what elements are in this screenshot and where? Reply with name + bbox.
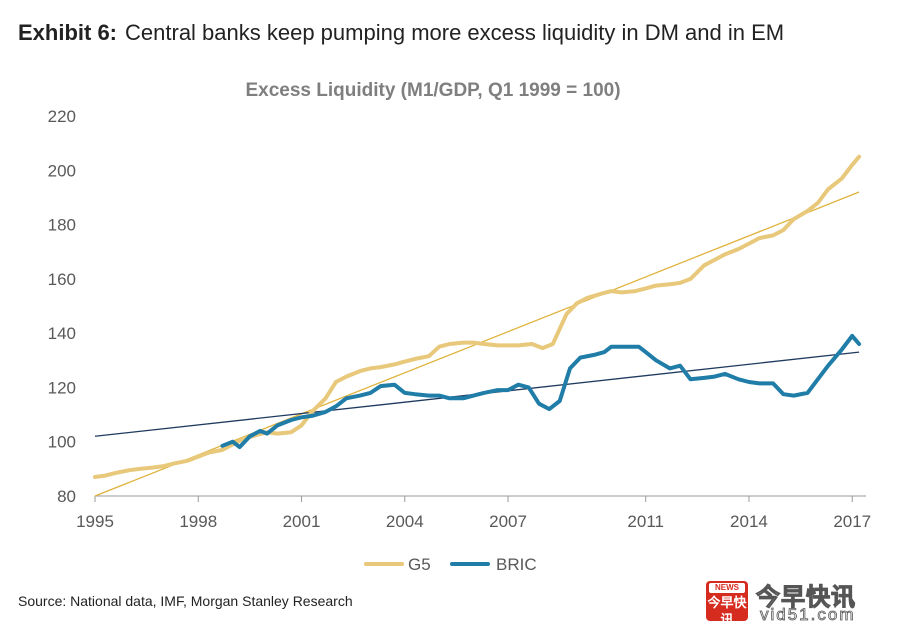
- legend-label-bric: BRIC: [496, 555, 537, 574]
- x-tick-label-2011: 2011: [627, 512, 664, 531]
- bric-series-line: [220, 333, 862, 450]
- y-tick-label-200: 200: [48, 161, 76, 180]
- y-tick-label-160: 160: [48, 270, 76, 289]
- exhibit-title: Central banks keep pumping more excess l…: [125, 20, 785, 45]
- x-tick-label-1995: 1995: [76, 512, 114, 531]
- source-note: Source: National data, IMF, Morgan Stanl…: [18, 593, 353, 609]
- x-tick-label-2007: 2007: [489, 512, 527, 531]
- y-tick-label-180: 180: [48, 216, 76, 235]
- series-lines: [93, 154, 862, 479]
- watermark-logo: NEWS 今早快讯 今早快讯 vid51.com: [706, 577, 896, 627]
- legend: G5 BRIC: [364, 555, 537, 574]
- exhibit-header: Exhibit 6: Central banks keep pumping mor…: [18, 20, 784, 46]
- watermark-badge-text: 今早快讯: [707, 595, 747, 627]
- x-tick-label-2004: 2004: [386, 512, 424, 531]
- y-tick-label-120: 120: [48, 378, 76, 397]
- y-tick-label-140: 140: [48, 324, 76, 343]
- x-tick-label-2001: 2001: [283, 512, 321, 531]
- y-tick-label-100: 100: [48, 433, 76, 452]
- x-axis: 1995 1998 2001 2004 2007 2011 2014 2017: [76, 495, 871, 531]
- watermark-site: vid51.com: [760, 605, 856, 625]
- exhibit-label: Exhibit 6:: [18, 20, 118, 45]
- x-tick-label-2017: 2017: [833, 512, 871, 531]
- x-tick-label-1998: 1998: [179, 512, 217, 531]
- watermark-brand: 今早快讯: [756, 584, 856, 612]
- chart-title: Excess Liquidity (M1/GDP, Q1 1999 = 100): [245, 80, 621, 101]
- x-tick-label-2014: 2014: [730, 512, 768, 531]
- y-tick-label-220: 220: [48, 107, 76, 126]
- y-axis-tick-labels: 80 100 120 140 160 180 200 220: [48, 107, 76, 506]
- watermark-badge-icon: NEWS 今早快讯: [706, 581, 748, 627]
- g5-series-line: [93, 154, 862, 479]
- y-tick-label-80: 80: [57, 487, 76, 506]
- watermark-badge-top: NEWS: [709, 583, 745, 593]
- legend-label-g5: G5: [408, 555, 431, 574]
